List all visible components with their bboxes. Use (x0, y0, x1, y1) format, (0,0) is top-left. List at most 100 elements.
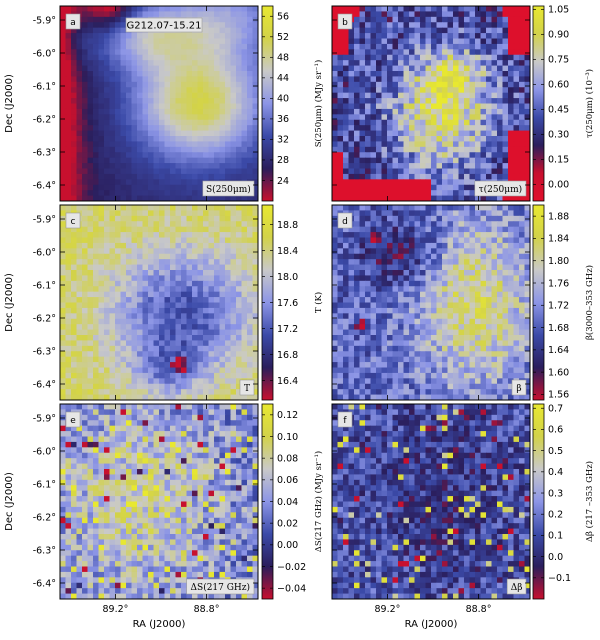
heatmap-cell (109, 157, 116, 164)
heatmap-cell (65, 6, 72, 13)
heatmap-cell (109, 195, 116, 201)
heatmap-cell (447, 76, 454, 83)
heatmap-cell (337, 270, 344, 277)
heatmap-cell (436, 11, 443, 18)
heatmap-cell (447, 184, 454, 191)
heatmap-cell (420, 76, 427, 83)
heatmap-cell (137, 324, 144, 331)
heatmap-cell (508, 157, 515, 164)
heatmap-cell (436, 98, 443, 105)
heatmap-cell (480, 237, 487, 244)
heatmap-cell (332, 81, 339, 88)
heatmap-cell (475, 81, 482, 88)
heatmap-cell (392, 6, 399, 13)
heatmap-cell (370, 76, 377, 83)
heatmap-cell (252, 22, 258, 29)
heatmap-cell (104, 383, 111, 390)
heatmap-cell (137, 54, 144, 61)
heatmap-cell (497, 329, 504, 336)
heatmap-cell (153, 119, 160, 126)
heatmap-cell (65, 190, 72, 197)
heatmap-cell (436, 60, 443, 67)
heatmap-cell (425, 286, 432, 293)
heatmap-cell (236, 318, 243, 325)
heatmap-cell (109, 125, 116, 132)
heatmap-cell (175, 335, 182, 342)
heatmap-cell (337, 307, 344, 314)
heatmap-cell (403, 119, 410, 126)
heatmap-cell (387, 313, 394, 320)
heatmap-cell (414, 163, 421, 170)
heatmap-cell (519, 6, 526, 13)
heatmap-cell (148, 103, 155, 110)
heatmap-cell (142, 394, 149, 400)
heatmap-cell (442, 141, 449, 148)
heatmap-cell (469, 27, 476, 34)
heatmap-cell (332, 270, 339, 277)
heatmap-cell (480, 125, 487, 132)
heatmap-cell (376, 307, 383, 314)
heatmap-cell (420, 65, 427, 72)
heatmap-cell (464, 297, 471, 304)
heatmap-cell (475, 22, 482, 29)
heatmap-cell (480, 103, 487, 110)
heatmap-cell (104, 324, 111, 331)
heatmap-cell (126, 302, 133, 309)
heatmap-cell (76, 275, 83, 282)
heatmap-cell (87, 92, 94, 99)
heatmap-cell (491, 43, 498, 50)
heatmap-cell (153, 367, 160, 374)
heatmap-cell (447, 163, 454, 170)
heatmap-cell (197, 108, 204, 115)
heatmap-cell (148, 210, 155, 217)
heatmap-cell (469, 318, 476, 325)
heatmap-cell (93, 22, 100, 29)
heatmap-cell (332, 54, 339, 61)
heatmap-cell (332, 307, 339, 314)
heatmap-cell (203, 11, 210, 18)
heatmap-cell (186, 302, 193, 309)
heatmap-cell (82, 130, 89, 137)
heatmap-cell (230, 152, 237, 159)
heatmap-cell (431, 76, 438, 83)
heatmap-cell (469, 152, 476, 159)
heatmap-cell (524, 210, 530, 217)
heatmap-cell (115, 302, 122, 309)
heatmap-cell (225, 259, 232, 266)
heatmap-cell (436, 215, 443, 222)
heatmap-cell (365, 163, 372, 170)
heatmap-cell (104, 114, 111, 121)
heatmap-cell (359, 275, 366, 282)
heatmap-cell (431, 141, 438, 148)
heatmap-cell (436, 205, 443, 212)
heatmap-cell (480, 92, 487, 99)
heatmap-cell (414, 157, 421, 164)
heatmap-cell (436, 157, 443, 164)
heatmap-cell (524, 136, 530, 143)
heatmap-cell (65, 54, 72, 61)
heatmap-cell (76, 81, 83, 88)
heatmap-cell (197, 264, 204, 271)
heatmap-cell (137, 340, 144, 347)
heatmap-cell (120, 119, 127, 126)
heatmap-cell (236, 76, 243, 83)
heatmap-cell (65, 372, 72, 379)
heatmap-cell (98, 65, 105, 72)
heatmap-cell (252, 210, 258, 217)
heatmap-cell (230, 215, 237, 222)
heatmap-cell (469, 291, 476, 298)
heatmap-cell (475, 264, 482, 271)
heatmap-cell (197, 92, 204, 99)
heatmap-cell (497, 103, 504, 110)
heatmap-cell (181, 152, 188, 159)
heatmap-cell (192, 146, 199, 153)
heatmap-cell (491, 313, 498, 320)
heatmap-cell (175, 356, 182, 363)
heatmap-cell (497, 307, 504, 314)
heatmap-cell (225, 329, 232, 336)
heatmap-cell (82, 205, 89, 212)
heatmap-cell (359, 146, 366, 153)
heatmap-cell (513, 81, 520, 88)
heatmap-cell (65, 184, 72, 191)
heatmap-cell (491, 173, 498, 180)
